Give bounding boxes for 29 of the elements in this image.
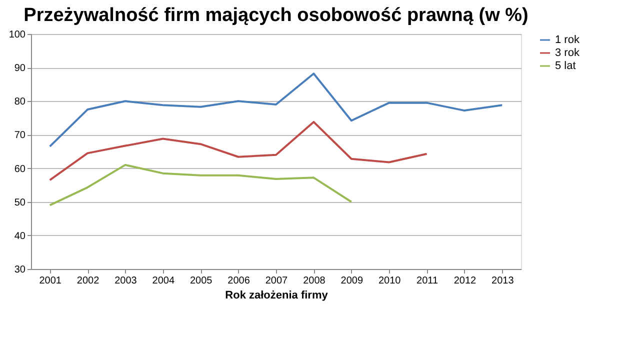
y-tick-label: 100 [8, 30, 26, 40]
x-tick-label: 2008 [303, 276, 326, 286]
x-tick-label: 2005 [190, 276, 213, 286]
y-tick-label: 80 [14, 96, 26, 108]
chart-title: Przeżywalność firm mających osobowość prawną (w %) [24, 5, 528, 26]
x-axis-title: Rok założenia firmy [225, 290, 329, 302]
legend-label: 5 lat [555, 60, 576, 72]
x-tick-label: 2001 [39, 276, 62, 286]
y-tick-label: 90 [14, 63, 26, 74]
line-series [48, 164, 352, 206]
y-tick-label: 70 [14, 130, 26, 142]
legend-label: 3 rok [555, 47, 580, 59]
y-tick-label: 30 [14, 264, 26, 276]
x-tick-label: 2011 [416, 276, 438, 286]
x-tick-label: 2010 [378, 276, 402, 286]
y-tick-label: 40 [14, 230, 26, 242]
line-series [48, 120, 428, 182]
x-tick-label: 2007 [265, 276, 288, 286]
x-tick-label: 2012 [454, 276, 477, 286]
x-tick-label: 2013 [492, 276, 514, 286]
x-tick-label: 2009 [340, 276, 364, 286]
x-tick-label: 2004 [152, 276, 175, 286]
legend-label: 1 rok [555, 34, 580, 46]
y-tick-label: 50 [14, 197, 26, 208]
x-tick-label: 2006 [228, 276, 250, 286]
x-tick-label: 2003 [114, 276, 138, 286]
x-tick-label: 2002 [76, 276, 100, 286]
line-series [48, 72, 504, 148]
y-tick-label: 60 [14, 164, 26, 175]
